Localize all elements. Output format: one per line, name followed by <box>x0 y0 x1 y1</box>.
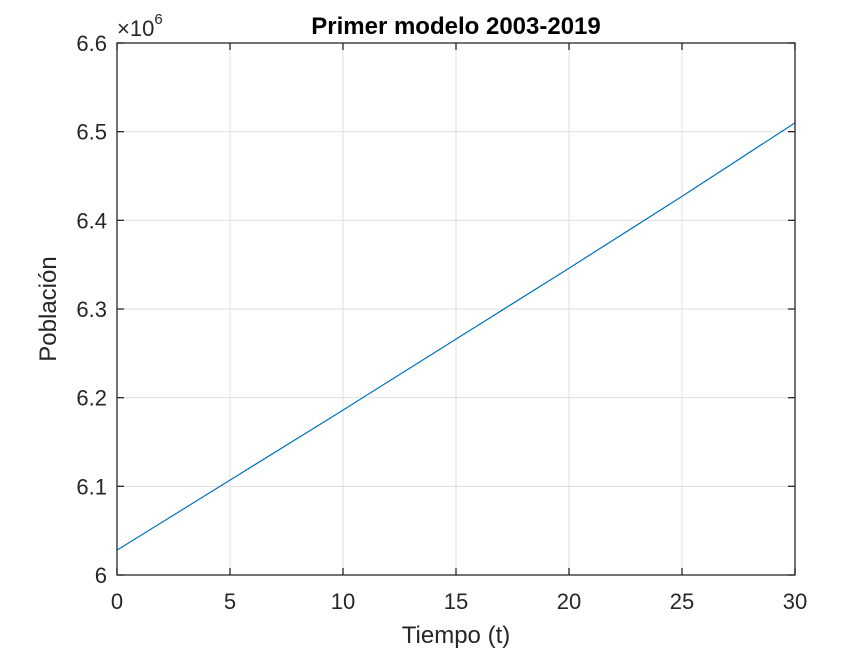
x-axis-label: Tiempo (t) <box>402 622 510 649</box>
y-tick-label: 6.1 <box>76 474 107 499</box>
y-axis-label: Población <box>35 256 62 361</box>
y-tick-label: 6.6 <box>76 31 107 56</box>
population-line <box>116 122 796 551</box>
chart-title: Primer modelo 2003-2019 <box>311 13 601 40</box>
tick-marks <box>116 42 796 576</box>
y-tick-label: 6.4 <box>76 208 107 233</box>
y-exponent-label: ×106 <box>117 11 163 41</box>
x-tick-label: 30 <box>783 589 807 614</box>
y-exponent-base: ×10 <box>117 16 154 41</box>
y-tick-label: 6.3 <box>76 297 107 322</box>
x-tick-label: 15 <box>444 589 468 614</box>
y-tick-label: 6.2 <box>76 386 107 411</box>
series-layer <box>116 122 796 551</box>
y-exponent-power: 6 <box>154 11 162 28</box>
x-tick-label: 10 <box>331 589 355 614</box>
x-tick-label: 20 <box>557 589 581 614</box>
y-tick-labels: 6 6.1 6.2 6.3 6.4 6.5 6.6 <box>76 31 107 588</box>
x-tick-label: 5 <box>224 589 236 614</box>
y-tick-label: 6.5 <box>76 120 107 145</box>
y-tick-label: 6 <box>95 563 107 588</box>
x-tick-labels: 0 5 10 15 20 25 30 <box>111 589 807 614</box>
x-tick-label: 0 <box>111 589 123 614</box>
x-tick-label: 25 <box>670 589 694 614</box>
